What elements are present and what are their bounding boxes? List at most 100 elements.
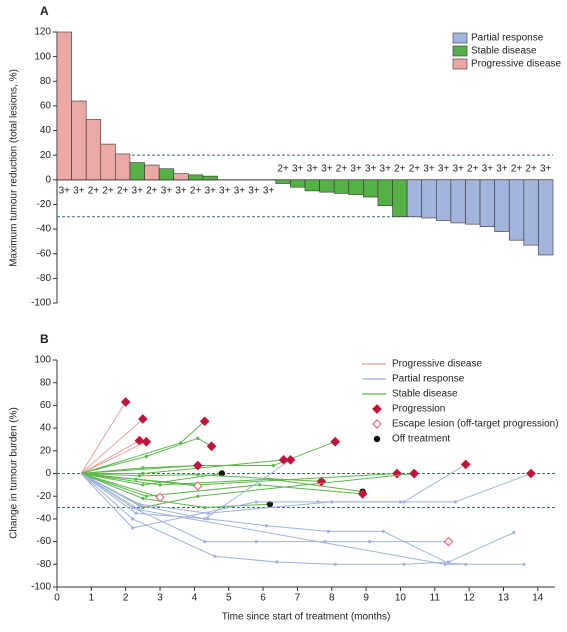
y-tick-label: 100 xyxy=(34,51,51,62)
trajectory xyxy=(80,401,127,474)
bar-label: 2+ xyxy=(511,163,523,174)
bar-label: 3+ xyxy=(365,163,377,174)
bar xyxy=(494,179,510,232)
y-tick-label: -100 xyxy=(31,298,51,309)
point xyxy=(137,503,142,507)
bar-label: 2+ xyxy=(277,163,289,174)
bar-label: 2+ xyxy=(102,185,114,196)
bar xyxy=(523,179,539,246)
point xyxy=(203,540,207,544)
y-tick-label: 60 xyxy=(40,400,52,411)
trajectory xyxy=(80,463,466,514)
end-marker xyxy=(206,441,217,452)
trajectory xyxy=(80,473,525,565)
bar-label: 3+ xyxy=(175,185,187,196)
point xyxy=(258,483,262,487)
end-marker xyxy=(192,460,203,471)
bar-label: 2+ xyxy=(336,163,348,174)
point xyxy=(381,529,385,533)
bar xyxy=(450,179,466,224)
point xyxy=(367,540,372,544)
bar-label: 3+ xyxy=(161,185,173,196)
bar-label: 3+ xyxy=(204,185,216,196)
x-tick-label: 2 xyxy=(123,593,129,604)
point xyxy=(144,454,148,459)
point xyxy=(134,511,138,515)
x-tick-label: 7 xyxy=(295,593,301,604)
bar xyxy=(187,174,204,181)
bar-label: 2+ xyxy=(467,163,479,174)
y-tick-label: 120 xyxy=(34,27,51,38)
legend-label: Stable disease xyxy=(392,389,458,400)
point xyxy=(333,562,337,566)
trajectory xyxy=(80,441,147,474)
bar xyxy=(129,162,145,181)
bar-label: 3+ xyxy=(219,185,231,196)
point xyxy=(144,494,148,498)
legend-swatch xyxy=(452,45,468,57)
end-marker xyxy=(120,397,131,407)
point xyxy=(271,463,275,468)
bar xyxy=(508,179,525,241)
point xyxy=(130,505,135,510)
bar-label: 3+ xyxy=(248,185,260,196)
y-tick-label: -60 xyxy=(37,248,52,259)
point xyxy=(196,473,200,477)
bar-label: 3+ xyxy=(380,163,392,174)
point xyxy=(316,500,320,504)
y-tick-label: -20 xyxy=(37,199,52,210)
y-tick-label: 60 xyxy=(40,101,52,112)
legend-label: Partial response xyxy=(392,374,465,385)
legend-swatch xyxy=(452,32,468,44)
y-tick-label: 100 xyxy=(34,355,51,366)
bar xyxy=(85,119,102,181)
y-tick-label: 80 xyxy=(40,377,52,388)
x-tick-label: 12 xyxy=(464,593,476,604)
x-tick-label: 1 xyxy=(89,593,95,604)
legend-label: Progressive disease xyxy=(471,59,561,70)
bar-label: 3+ xyxy=(73,185,85,196)
bar xyxy=(275,179,291,184)
end-marker xyxy=(155,492,165,503)
bar xyxy=(538,179,554,256)
x-tick-label: 6 xyxy=(260,593,266,604)
x-tick-label: 13 xyxy=(498,593,510,604)
end-marker xyxy=(460,459,471,470)
x-tick-label: 5 xyxy=(226,593,232,604)
bar-label: 2+ xyxy=(88,185,100,196)
legend-marker xyxy=(373,435,381,443)
bar xyxy=(319,179,335,193)
bar xyxy=(158,168,175,181)
x-tick-label: 3 xyxy=(157,593,163,604)
bar xyxy=(392,179,408,218)
bar xyxy=(56,31,72,181)
legend-label: Escape lesion (off-target progression) xyxy=(392,419,559,430)
bar xyxy=(202,175,218,181)
y-tick-label: -40 xyxy=(37,224,52,235)
bar xyxy=(377,179,393,206)
end-marker xyxy=(218,470,226,477)
legend-label: Progression xyxy=(392,404,445,415)
trajectory xyxy=(80,473,514,565)
end-marker xyxy=(443,536,454,547)
legend-marker xyxy=(372,419,382,429)
point xyxy=(275,560,279,564)
point xyxy=(196,436,200,440)
end-marker xyxy=(138,414,148,424)
point xyxy=(137,508,142,512)
y-tick-label: -40 xyxy=(37,514,52,525)
point xyxy=(254,540,258,544)
bar xyxy=(304,179,320,192)
end-marker xyxy=(330,436,341,447)
point xyxy=(141,466,145,470)
trajectory xyxy=(80,459,291,520)
point xyxy=(522,562,526,566)
point xyxy=(213,554,217,558)
point xyxy=(443,562,447,566)
bar xyxy=(363,179,379,198)
y-tick-label: 40 xyxy=(40,423,52,434)
trajectory xyxy=(80,437,212,474)
end-marker xyxy=(526,468,536,479)
legend-swatch xyxy=(452,58,468,70)
